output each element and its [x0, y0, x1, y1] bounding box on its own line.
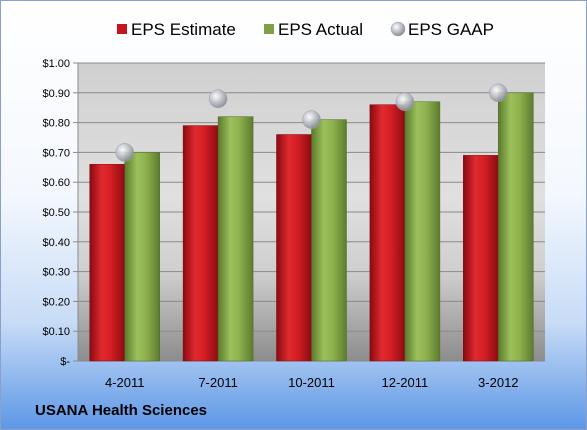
marker-eps-gaap [302, 110, 321, 129]
bar-eps-actual [217, 116, 254, 362]
legend-swatch [117, 24, 127, 34]
marker-eps-gaap [395, 92, 415, 111]
bar-eps-actual [124, 152, 160, 362]
marker-eps-gaap [208, 89, 228, 109]
y-tick-label: $0.80 [42, 118, 70, 130]
bars-layer [89, 92, 534, 362]
gaap-markers-layer [115, 83, 508, 162]
legend: EPS Estimate EPS Actual EPS GAAP [117, 20, 494, 39]
x-axis-labels: 4-2011 7-2011 10-2011 12-2011 3-2012 [105, 375, 519, 390]
y-tick-label: $0.90 [42, 88, 70, 100]
bar-eps-estimate [89, 164, 125, 362]
x-tick-label: 12-2011 [382, 375, 429, 390]
bar-eps-estimate [276, 134, 312, 362]
x-tick-label: 3-2012 [478, 375, 518, 390]
y-axis-ticks: $- $0.10 $0.20 $0.30 $0.40 $0.50 $0.60 $0.70 $0.… [42, 58, 70, 368]
bar-eps-estimate [182, 125, 219, 362]
y-tick-label: $0.60 [42, 177, 70, 189]
y-tick-label: $0.50 [42, 207, 70, 219]
company-name: USANA Health Sciences [35, 402, 208, 419]
marker-eps-gaap [489, 83, 508, 103]
legend-swatch [264, 24, 274, 34]
y-tick-label: $0.10 [42, 326, 70, 338]
y-tick-label: $0.70 [42, 147, 70, 159]
x-tick-label: 4-2011 [105, 375, 145, 390]
bar-eps-estimate [463, 155, 499, 362]
x-tick-label: 7-2011 [198, 375, 238, 390]
y-tick-label: $0.30 [42, 267, 70, 279]
y-tick-label: $- [60, 356, 70, 368]
legend-swatch [390, 21, 406, 37]
x-tick-label: 10-2011 [288, 375, 335, 390]
legend-label: EPS Actual [278, 20, 363, 39]
y-tick-label: $1.00 [42, 58, 70, 70]
bar-eps-estimate [369, 104, 406, 362]
bar-eps-actual [498, 92, 534, 362]
bar-eps-actual [311, 119, 347, 362]
marker-eps-gaap [115, 143, 134, 162]
legend-label: EPS GAAP [408, 20, 494, 39]
bar-eps-actual [404, 101, 441, 362]
y-tick-label: $0.40 [42, 237, 70, 249]
legend-label: EPS Estimate [131, 20, 236, 39]
y-tick-label: $0.20 [42, 296, 70, 308]
